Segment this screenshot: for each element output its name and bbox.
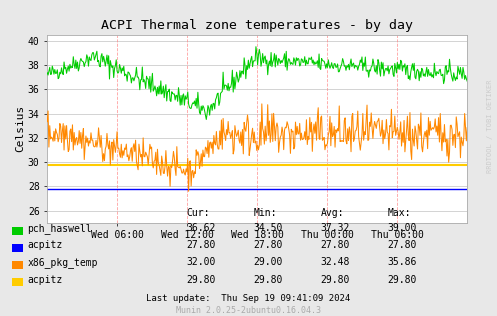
- Text: 27.80: 27.80: [186, 240, 216, 250]
- Text: 39.00: 39.00: [388, 223, 417, 233]
- Text: 27.80: 27.80: [253, 240, 283, 250]
- Text: pch_haswell: pch_haswell: [27, 223, 92, 234]
- Text: 29.00: 29.00: [253, 258, 283, 267]
- Text: 29.80: 29.80: [321, 275, 350, 284]
- Text: 27.80: 27.80: [388, 240, 417, 250]
- Text: Munin 2.0.25-2ubuntu0.16.04.3: Munin 2.0.25-2ubuntu0.16.04.3: [176, 306, 321, 315]
- Text: 29.80: 29.80: [388, 275, 417, 284]
- Text: Min:: Min:: [253, 208, 277, 218]
- Text: x86_pkg_temp: x86_pkg_temp: [27, 258, 98, 268]
- Text: Max:: Max:: [388, 208, 411, 218]
- Text: 37.32: 37.32: [321, 223, 350, 233]
- Text: Cur:: Cur:: [186, 208, 210, 218]
- Y-axis label: Celsius: Celsius: [15, 105, 25, 152]
- Text: Avg:: Avg:: [321, 208, 344, 218]
- Text: 27.80: 27.80: [321, 240, 350, 250]
- Text: Last update:  Thu Sep 19 09:41:09 2024: Last update: Thu Sep 19 09:41:09 2024: [147, 294, 350, 303]
- Text: 36.62: 36.62: [186, 223, 216, 233]
- Text: 32.48: 32.48: [321, 258, 350, 267]
- Text: 29.80: 29.80: [186, 275, 216, 284]
- Title: ACPI Thermal zone temperatures - by day: ACPI Thermal zone temperatures - by day: [101, 19, 413, 32]
- Text: acpitz: acpitz: [27, 275, 63, 284]
- Text: 29.80: 29.80: [253, 275, 283, 284]
- Text: acpitz: acpitz: [27, 240, 63, 250]
- Text: RRDTOOL / TOBI OETIKER: RRDTOOL / TOBI OETIKER: [487, 80, 493, 173]
- Text: 32.00: 32.00: [186, 258, 216, 267]
- Text: 35.86: 35.86: [388, 258, 417, 267]
- Text: 34.50: 34.50: [253, 223, 283, 233]
